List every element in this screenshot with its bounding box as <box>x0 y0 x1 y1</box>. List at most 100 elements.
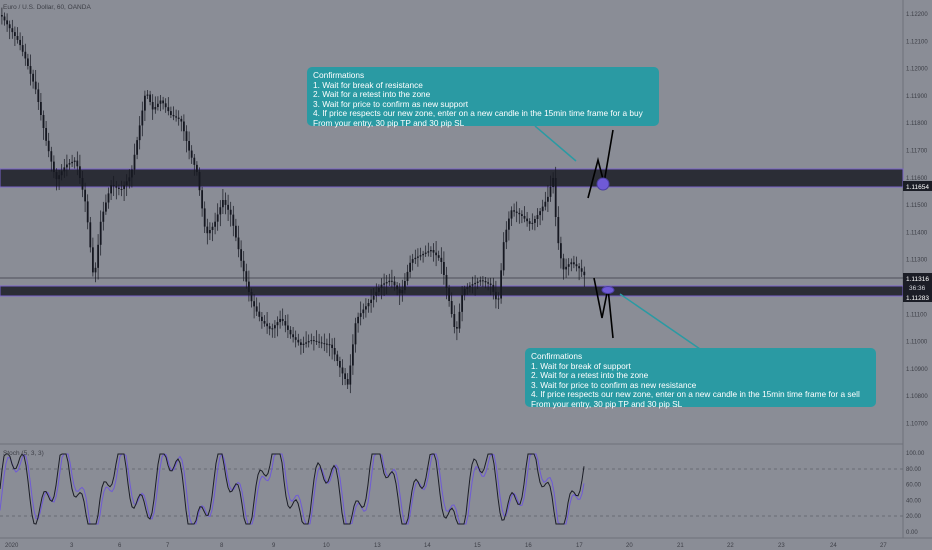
candle-body <box>362 309 365 314</box>
time-tick-label: 14 <box>424 543 431 549</box>
buy-retest-marker[interactable] <box>596 177 610 191</box>
candle-body <box>539 211 541 216</box>
candle-body <box>162 100 164 104</box>
candle-body <box>45 128 47 141</box>
price-tick-label: 1.12200 <box>906 12 928 18</box>
candle-body <box>437 255 440 258</box>
candle-body <box>76 160 79 167</box>
candle-body <box>331 344 333 348</box>
candle-body <box>94 267 97 273</box>
time-axis[interactable]: 2020 3 6 7 8 9 10 13 14 15 16 17 20 21 22 23 24 27 <box>5 543 887 549</box>
candle-body <box>190 150 193 158</box>
candle-body <box>383 283 385 285</box>
price-tick-label: 1.12100 <box>906 39 928 45</box>
candle-body <box>352 344 354 366</box>
candle-body <box>1 15 3 17</box>
price-axis[interactable]: 1.12200 1.12100 1.12000 1.11900 1.11800 1.117… <box>906 12 928 428</box>
candle-body <box>183 121 185 132</box>
candle-body <box>323 343 326 345</box>
candle-body <box>214 221 216 227</box>
candle-body <box>193 157 196 165</box>
osc-tick-label: 60.00 <box>906 483 922 489</box>
time-tick-label: 3 <box>70 543 74 549</box>
candle-body <box>86 201 89 223</box>
buy-note-line: 2. Wait for a retest into the zone <box>313 89 431 100</box>
candle-body <box>487 282 489 284</box>
candle-body <box>151 102 154 110</box>
candle-body <box>578 266 580 269</box>
candle-body <box>575 264 578 267</box>
candle-body <box>528 221 531 224</box>
sell-note-connector <box>619 293 701 350</box>
candle-body <box>19 39 21 46</box>
candle-body <box>107 193 110 203</box>
candle-body <box>131 169 133 178</box>
candle-body <box>536 215 539 219</box>
candle-body <box>328 344 331 346</box>
candle-body <box>188 141 190 151</box>
price-tick-label: 1.11300 <box>906 258 928 264</box>
candle-body <box>237 237 240 250</box>
candle-body <box>144 95 146 111</box>
osc-tick-label: 20.00 <box>906 514 922 520</box>
candle-body <box>11 28 14 33</box>
candle-body <box>396 285 398 290</box>
candlesticks <box>1 7 586 394</box>
candle-body <box>318 341 320 343</box>
osc-tick-label: 0.00 <box>906 530 918 536</box>
candle-body <box>453 314 456 327</box>
candle-body <box>461 295 463 312</box>
price-tick-label: 1.11800 <box>906 121 928 127</box>
candle-body <box>289 329 292 335</box>
candle-body <box>513 210 515 212</box>
candle-body <box>346 379 349 385</box>
candle-body <box>73 160 76 162</box>
candle-body <box>370 299 372 303</box>
candle-body <box>219 207 222 215</box>
buy-projection-path[interactable] <box>587 129 614 199</box>
candle-body <box>248 281 250 292</box>
candle-body <box>297 339 300 343</box>
candle-body <box>583 271 586 276</box>
candle-body <box>341 367 344 374</box>
sell-confirmation-note[interactable]: Confirmations 1. Wait for break of suppo… <box>525 348 876 409</box>
oscillator-axis[interactable]: 100.00 80.00 60.00 40.00 20.00 0.00 <box>906 451 925 536</box>
sell-retest-marker[interactable] <box>601 286 615 294</box>
time-tick-label: 13 <box>374 543 381 549</box>
candle-body <box>414 257 417 260</box>
sell-note-line: 1. Wait for break of support <box>531 360 631 371</box>
candle-body <box>164 103 167 108</box>
candle-body <box>385 282 388 284</box>
resistance-zone[interactable] <box>0 168 904 188</box>
candle-body <box>500 270 502 299</box>
indicator-label[interactable]: Stoch (5, 3, 3) <box>3 450 44 457</box>
candle-body <box>102 211 105 222</box>
candle-body <box>232 214 235 226</box>
candle-body <box>110 185 112 194</box>
candle-body <box>531 222 534 224</box>
current-price-label: 1.11316 <box>906 276 929 283</box>
candle-body <box>417 256 419 258</box>
candle-body <box>281 318 284 322</box>
candle-body <box>185 131 188 141</box>
candle-body <box>463 288 466 296</box>
candle-body <box>255 306 258 312</box>
candle-body <box>50 151 53 162</box>
candle-body <box>448 288 450 301</box>
candle-body <box>549 187 552 197</box>
candle-body <box>554 178 557 217</box>
candle-body <box>274 325 276 329</box>
price-tick-label: 1.11900 <box>906 94 928 100</box>
sell-projection-path[interactable] <box>593 277 614 339</box>
candle-body <box>534 219 536 223</box>
buy-confirmation-note[interactable]: Confirmations 1. Wait for break of resis… <box>307 67 659 128</box>
candle-body <box>263 321 266 324</box>
candle-body <box>378 288 380 292</box>
candle-body <box>326 343 328 345</box>
candle-body <box>466 287 469 289</box>
candle-body <box>177 117 180 119</box>
candle-body <box>508 218 510 230</box>
symbol-label[interactable]: Euro / U.S. Dollar, 60, OANDA <box>3 4 91 11</box>
